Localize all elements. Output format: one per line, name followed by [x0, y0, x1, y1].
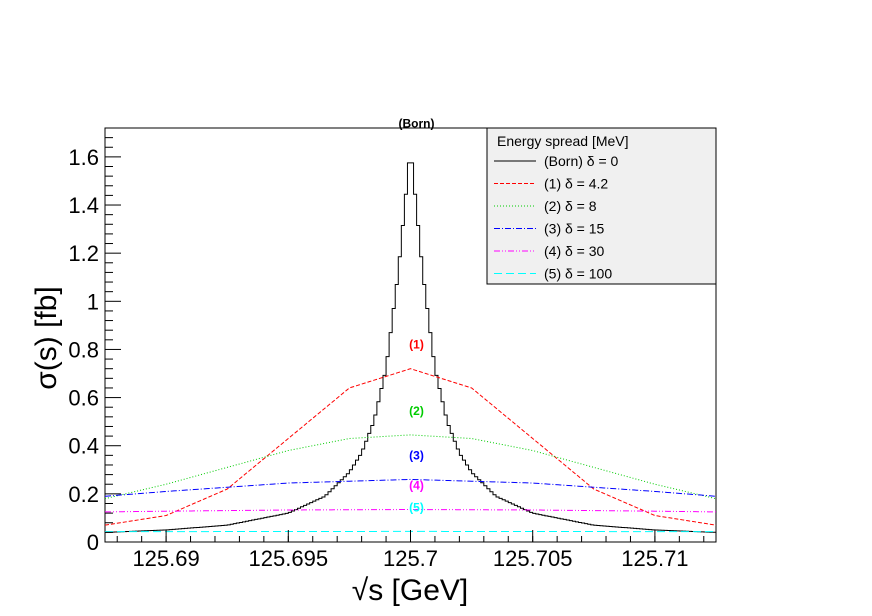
peak-label-4: (4) — [409, 479, 424, 493]
series-line-0 — [105, 162, 716, 533]
legend-entries: (Born) δ = 0 (1) δ = 4.2 (2) δ = 8 (3) δ = … — [494, 153, 619, 282]
y-tick-label: 0.6 — [68, 386, 99, 411]
y-tick-label: 1 — [87, 289, 99, 314]
y-tick-label: 1.4 — [68, 193, 99, 218]
series-line-3 — [104, 478, 717, 497]
legend-box — [486, 127, 717, 285]
x-tick-label: 125.69 — [132, 546, 199, 571]
x-tick-label: 125.71 — [621, 546, 688, 571]
peak-label-0: (Born) — [399, 116, 435, 130]
legend-entry-label: (4) δ = 30 — [544, 243, 605, 259]
series-line-1 — [104, 368, 717, 526]
x-tick-label: 125.695 — [249, 546, 329, 571]
ticks-group: 125.69 125.695 125.7 125.705 125.71 0 0.2 0.4 0.… — [68, 137, 705, 571]
y-tick-label: 0.8 — [68, 337, 99, 362]
legend-entry-label: (5) δ = 100 — [544, 266, 612, 282]
legend-entry-label: (3) δ = 15 — [544, 221, 605, 237]
legend: Energy spread [MeV] (Born) δ = 0 (1) δ = … — [486, 127, 717, 285]
y-axis-title: σ(s) [fb] — [30, 286, 63, 390]
y-tick-label: 0 — [87, 530, 99, 555]
series-line-2 — [104, 434, 717, 500]
peak-label-1: (1) — [409, 338, 424, 352]
x-tick-label: 125.7 — [383, 546, 438, 571]
legend-entry-label: (1) δ = 4.2 — [544, 176, 608, 192]
peak-labels-group: (Born) (1) (2) (3) (4) (5) — [399, 116, 435, 514]
x-tick-label: 125.705 — [493, 546, 573, 571]
peak-label-3: (3) — [409, 448, 424, 462]
peak-label-2: (2) — [409, 404, 424, 418]
peak-label-5: (5) — [409, 500, 424, 514]
y-tick-label: 0.2 — [68, 482, 99, 507]
y-tick-label: 1.2 — [68, 241, 99, 266]
legend-entry-label: (Born) δ = 0 — [544, 153, 619, 169]
legend-entry-label: (2) δ = 8 — [544, 198, 597, 214]
y-tick-label: 1.6 — [68, 145, 99, 170]
legend-title: Energy spread [MeV] — [497, 133, 629, 149]
series-line-4 — [104, 509, 717, 513]
y-tick-label: 0.4 — [68, 434, 99, 459]
x-axis-title: √s [GeV] — [352, 574, 469, 607]
